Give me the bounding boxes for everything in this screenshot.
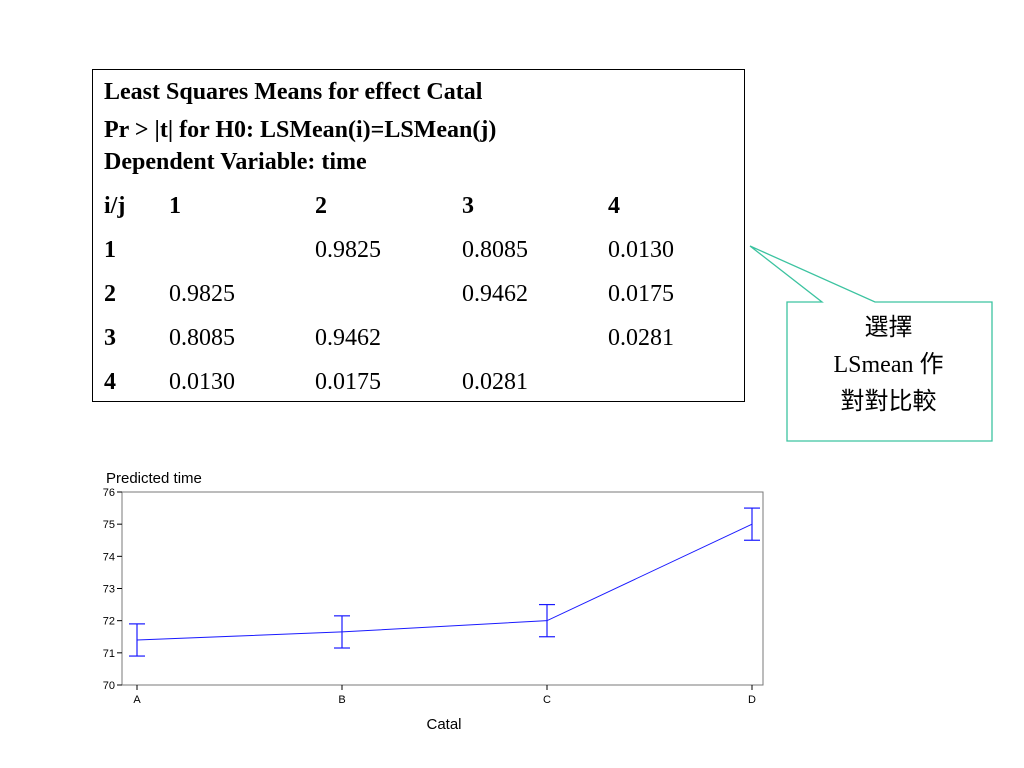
table-cell: 0.0281 bbox=[608, 325, 674, 351]
table-cell: 0.8085 bbox=[462, 237, 528, 263]
table-cell: 0.9825 bbox=[315, 237, 381, 263]
table-col-header: 3 bbox=[462, 193, 474, 219]
y-tick-label: 75 bbox=[103, 519, 115, 531]
table-cell: 0.0130 bbox=[169, 369, 235, 395]
y-tick-label: 74 bbox=[103, 551, 115, 563]
x-tick-label: B bbox=[338, 694, 345, 706]
x-tick-label: A bbox=[133, 694, 141, 706]
table-col-header: 4 bbox=[608, 193, 620, 219]
x-axis: A B C D bbox=[133, 685, 756, 706]
x-axis-label: Catal bbox=[426, 716, 461, 733]
y-tick-label: 73 bbox=[103, 584, 115, 596]
callout-line: 選擇 bbox=[864, 315, 913, 341]
y-tick-label: 71 bbox=[103, 648, 115, 660]
table-row-label: 4 bbox=[104, 369, 116, 395]
table-cell: 0.8085 bbox=[169, 325, 235, 351]
table-cell: 0.0175 bbox=[608, 281, 674, 307]
table-col-header: 1 bbox=[169, 193, 181, 219]
table-cell: 0.0281 bbox=[462, 369, 528, 395]
x-tick-label: C bbox=[543, 694, 551, 706]
table-row-label: 1 bbox=[104, 237, 116, 263]
table-title-line-3: Dependent Variable: time bbox=[104, 149, 367, 175]
callout-line: 對對比較 bbox=[840, 389, 937, 415]
table-col-header: 2 bbox=[315, 193, 327, 219]
series-line bbox=[136, 523, 753, 641]
table-cell: 0.9825 bbox=[169, 281, 235, 307]
series-group bbox=[136, 523, 753, 641]
lsmeans-table: Least Squares Means for effect Catal Pr … bbox=[92, 69, 745, 402]
y-axis: 70 71 72 73 74 75 76 bbox=[103, 487, 122, 692]
table-row-label: 2 bbox=[104, 281, 116, 307]
plot-frame bbox=[121, 491, 764, 686]
y-tick-label: 72 bbox=[103, 616, 115, 628]
callout-bubble bbox=[749, 245, 993, 442]
error-bars bbox=[129, 507, 760, 657]
y-tick-label: 76 bbox=[103, 487, 115, 499]
callout-outline bbox=[749, 245, 993, 442]
table-cell: 0.0130 bbox=[608, 237, 674, 263]
callout-line: LSmean 作 bbox=[833, 352, 944, 378]
table-cell: 0.9462 bbox=[462, 281, 528, 307]
table-cell: 0.0175 bbox=[315, 369, 381, 395]
callout-text: 選擇 LSmean 作 對對比較 bbox=[787, 310, 990, 421]
table-title-line-2: Pr > |t| for H0: LSMean(i)=LSMean(j) bbox=[104, 117, 497, 143]
table-corner-label: i/j bbox=[104, 193, 126, 219]
table-row-label: 3 bbox=[104, 325, 116, 351]
table-cell: 0.9462 bbox=[315, 325, 381, 351]
y-tick-label: 70 bbox=[103, 680, 115, 692]
chart-title: Predicted time bbox=[106, 470, 202, 487]
table-title-line-1: Least Squares Means for effect Catal bbox=[104, 79, 483, 105]
x-tick-label: D bbox=[748, 694, 756, 706]
